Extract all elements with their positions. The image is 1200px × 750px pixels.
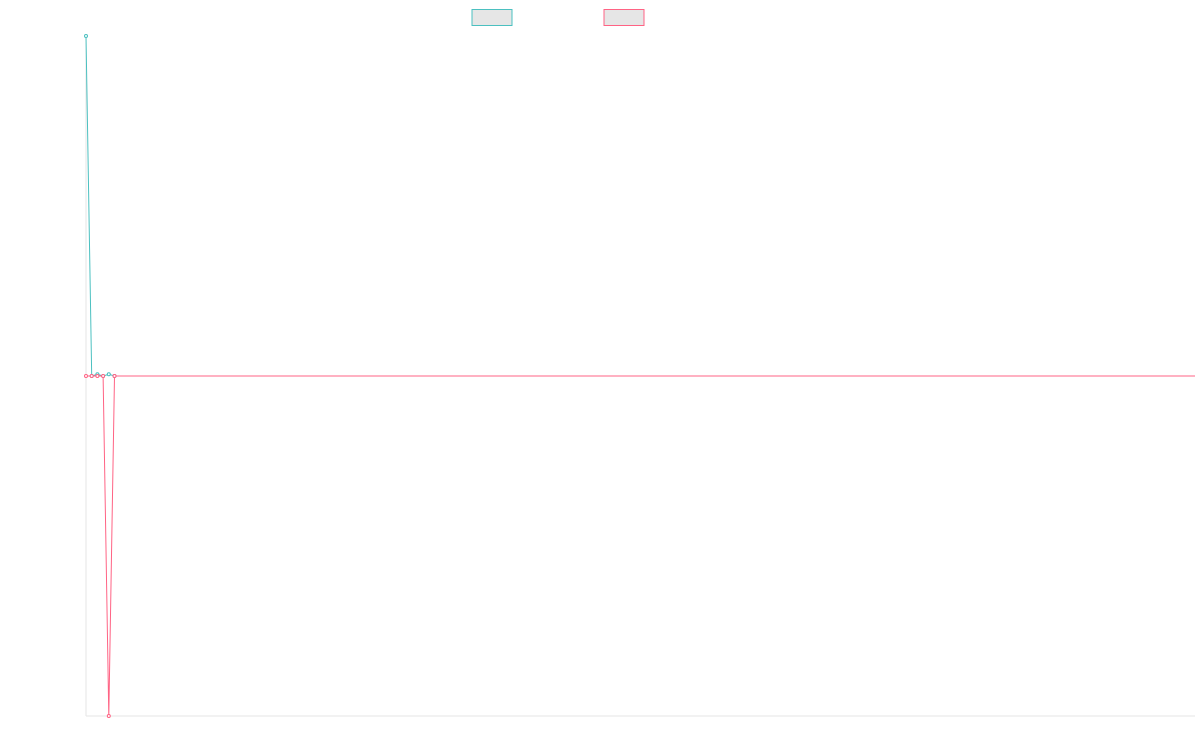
data-point[interactable] bbox=[95, 374, 100, 378]
data-point[interactable] bbox=[101, 374, 106, 378]
legend-item[interactable] bbox=[471, 9, 513, 26]
data-point[interactable] bbox=[89, 374, 94, 378]
data-point[interactable] bbox=[84, 374, 88, 378]
data-point[interactable] bbox=[112, 374, 117, 378]
legend bbox=[471, 9, 645, 26]
series-line bbox=[86, 375, 1195, 717]
data-point[interactable] bbox=[84, 34, 88, 38]
legend-swatch bbox=[471, 9, 513, 26]
legend-item[interactable] bbox=[603, 9, 645, 26]
series-line bbox=[85, 35, 1195, 377]
series-layer bbox=[84, 34, 1195, 718]
data-point[interactable] bbox=[106, 372, 111, 377]
legend-swatch bbox=[603, 9, 645, 26]
data-point[interactable] bbox=[106, 714, 111, 718]
